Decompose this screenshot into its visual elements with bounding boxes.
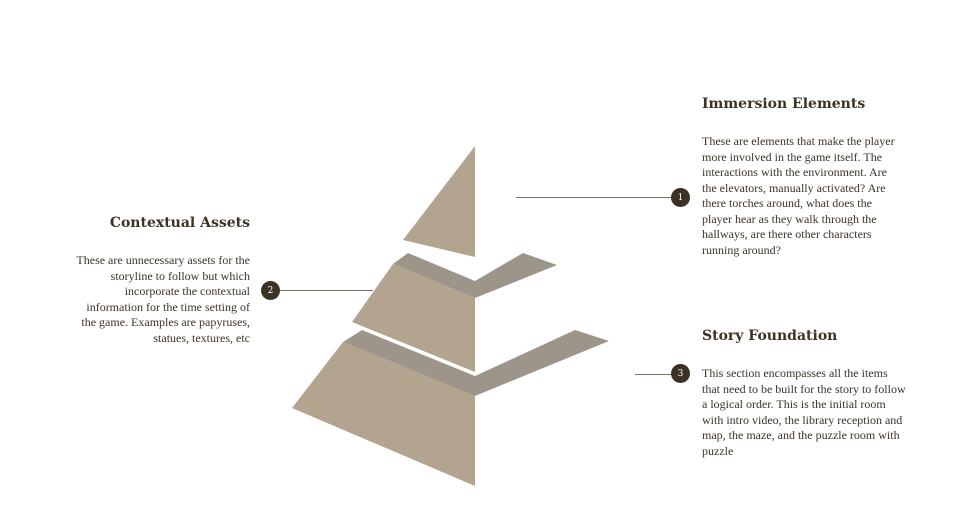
- connector-line-3: [635, 374, 672, 375]
- section-number-badge-1: 1: [671, 188, 690, 207]
- section-description-immersion-elements: These are elements that make the player …: [702, 134, 895, 257]
- connector-line-1: [516, 197, 672, 198]
- pyramid-tier-bottom: [292, 342, 475, 486]
- section-description-story-foundation: This section encompasses all the items t…: [702, 366, 906, 458]
- section-description-contextual-assets: These are unnecessary assets for the sto…: [76, 253, 250, 345]
- pyramid-shelf-bottom: [343, 330, 609, 396]
- pyramid-tier-middle: [352, 264, 475, 372]
- section-number-badge-3: 3: [671, 364, 690, 383]
- pyramid-tier-top: [403, 146, 475, 257]
- pyramid-shelf-middle: [393, 253, 557, 298]
- section-title-contextual-assets: Contextual Assets: [109, 215, 250, 231]
- section-title-immersion-elements: Immersion Elements: [702, 96, 866, 112]
- section-number-badge-2: 2: [261, 281, 280, 300]
- section-title-story-foundation: Story Foundation: [702, 328, 838, 344]
- connector-line-2: [279, 290, 373, 291]
